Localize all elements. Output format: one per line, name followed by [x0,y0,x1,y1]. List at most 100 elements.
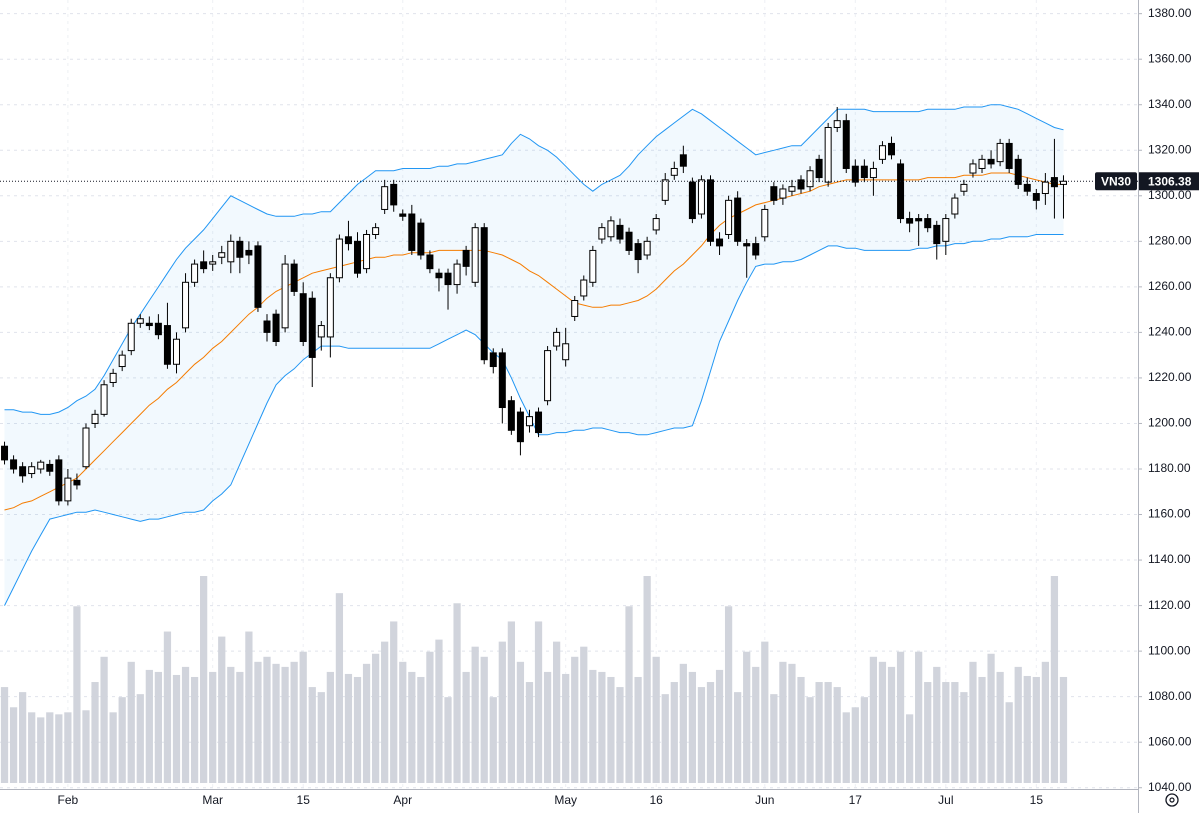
volume-bar [209,671,217,783]
candle-body [824,126,832,183]
volume-bar [1014,666,1022,783]
candle-body [236,240,244,258]
candle-body [589,249,597,283]
volume-bar [942,682,950,783]
volume-bar [1059,676,1068,783]
volume-bar [417,676,425,783]
candle-body [444,272,452,286]
volume-bar [960,692,968,783]
volume-bar [46,712,54,783]
volume-bar [326,671,334,783]
candle-body [897,163,905,220]
candle-body [996,142,1004,163]
candle-body [616,224,624,240]
x-tick-label: Jun [755,793,774,807]
volume-bar [815,682,823,783]
volume-bar [1023,675,1031,783]
volume-bar [218,636,226,783]
volume-bar [118,697,126,783]
candle-body [390,183,398,206]
candle-body [73,479,81,486]
volume-bar [82,710,90,783]
y-tick-label: 1360.00 [1148,51,1192,65]
candle-body [652,218,660,231]
volume-bar [227,666,235,783]
y-tick-label: 1380.00 [1148,6,1192,20]
volume-bar [824,682,832,783]
candle-body [607,220,615,238]
volume-bar [969,661,977,783]
candle-body [55,459,63,502]
candle-body [354,240,362,274]
volume-bar [915,651,923,783]
y-tick-label: 1240.00 [1148,325,1192,339]
volume-bar [462,671,470,783]
candle-body [209,261,217,265]
x-tick-label: 16 [650,793,664,807]
candle-body [833,120,841,128]
volume-bar [905,714,914,783]
volume-bar [272,663,280,783]
volume-bar [344,673,353,783]
volume-bar [335,593,344,783]
gear-hub[interactable] [1169,797,1175,803]
candle-body [643,240,651,256]
volume-bar [290,661,298,783]
volume-bar [200,576,208,783]
volume-bar [571,656,579,783]
candle-body [697,179,705,215]
volume-bar [860,697,868,783]
candle-body [978,158,986,169]
volume-bar [362,663,371,783]
volume-bar [652,656,660,783]
x-tick-label: 17 [849,793,863,807]
candle-body [100,384,108,415]
volume-bar [553,641,561,783]
candle-body [960,183,968,192]
candle-body [860,165,868,179]
candle-body [299,293,307,342]
price-label: 1306.38 [1148,174,1192,188]
candle-body [191,263,199,283]
y-tick-label: 1220.00 [1148,370,1192,384]
volume-bar [399,661,407,783]
candle-body [806,170,814,188]
candle-body [661,179,669,201]
volume-bar [797,676,805,783]
x-tick-label: 15 [297,793,311,807]
volume-bar [1041,661,1049,783]
candle-body [182,281,190,329]
candle-body [851,165,859,183]
candle-body [1059,180,1067,185]
volume-bar [598,671,606,783]
candle-body [489,352,497,368]
gear-icon[interactable] [1165,793,1179,807]
volume-bar [245,631,253,783]
volume-bar [408,671,416,783]
y-tick-label: 1180.00 [1148,461,1191,475]
volume-bar [507,621,515,783]
volume-bar [236,671,244,783]
candle-body [426,254,434,270]
x-tick-label: Mar [202,793,223,807]
candle-body [435,272,443,279]
volume-bar [127,661,135,783]
volume-bar [91,682,99,783]
settings-button[interactable] [1165,793,1179,807]
candle-body [670,167,678,176]
candle-body [344,236,352,245]
volume-bar [734,692,742,783]
candle-body [507,400,515,431]
volume-bar [109,712,117,783]
volume-bar [371,653,380,783]
y-tick-label: 1340.00 [1148,97,1192,111]
x-tick-label: 15 [1030,793,1044,807]
candle-body [779,188,787,199]
y-tick-label: 1300.00 [1148,188,1192,202]
candle-body [28,466,36,475]
volume-bar [28,712,36,783]
grid [0,0,1138,790]
band-basis [4,172,1064,511]
candle-body [842,120,850,169]
